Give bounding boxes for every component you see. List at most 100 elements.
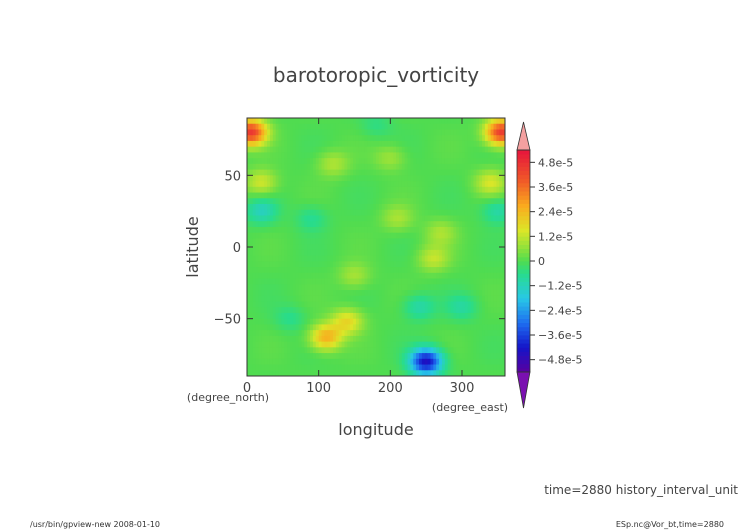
heatmap-cell xyxy=(330,358,334,366)
heatmap-cell xyxy=(255,163,259,171)
heatmap-cell xyxy=(487,364,492,371)
heatmap-cell xyxy=(261,290,265,297)
heatmap-cell xyxy=(315,209,320,216)
heatmap-cell xyxy=(447,261,452,268)
heatmap-cell xyxy=(284,209,288,216)
heatmap-cell xyxy=(335,307,340,314)
heatmap-cell xyxy=(376,290,380,297)
heatmap-cell xyxy=(324,244,328,251)
heatmap-cell xyxy=(292,358,297,366)
heatmap-cell xyxy=(484,244,489,251)
heatmap-cell xyxy=(433,215,437,222)
heatmap-cell xyxy=(444,347,449,354)
heatmap-cell xyxy=(499,123,503,130)
heatmap-cell xyxy=(464,204,469,211)
heatmap-cell xyxy=(427,118,431,125)
heatmap-cell xyxy=(441,301,446,308)
heatmap-cell xyxy=(462,198,466,205)
heatmap-cell xyxy=(361,301,366,308)
heatmap-cell xyxy=(387,249,391,257)
heatmap-cell xyxy=(353,290,357,297)
heatmap-cell xyxy=(493,312,497,320)
heatmap-cell xyxy=(459,146,463,153)
heatmap-cell xyxy=(462,261,466,268)
heatmap-cell xyxy=(267,307,271,314)
heatmap-cell xyxy=(312,238,317,245)
heatmap-cell xyxy=(384,146,388,153)
heatmap-cell xyxy=(436,353,440,360)
heatmap-cell xyxy=(267,209,271,216)
heatmap-cell xyxy=(450,255,454,262)
heatmap-cell xyxy=(401,364,406,371)
heatmap-cell xyxy=(353,198,357,205)
heatmap-cell xyxy=(479,335,483,343)
heatmap-cell xyxy=(307,272,311,280)
heatmap-cell xyxy=(384,301,388,308)
heatmap-cell xyxy=(370,330,374,337)
heatmap-cell xyxy=(499,284,503,291)
heatmap-cell xyxy=(301,364,305,371)
heatmap-cell xyxy=(464,267,469,274)
heatmap-cell xyxy=(321,261,325,268)
heatmap-cell xyxy=(295,181,300,188)
heatmap-cell xyxy=(456,226,460,234)
heatmap-cell xyxy=(381,135,386,142)
heatmap-cell xyxy=(398,370,403,376)
heatmap-cell xyxy=(444,335,449,343)
heatmap-cell xyxy=(298,146,302,153)
heatmap-cell xyxy=(327,118,331,125)
heatmap-cell xyxy=(416,272,420,280)
heatmap-cell xyxy=(479,215,483,222)
heatmap-cell xyxy=(390,249,394,257)
heatmap-cell xyxy=(487,129,492,136)
heatmap-cell xyxy=(493,347,497,354)
heatmap-cell xyxy=(410,295,414,302)
heatmap-cell xyxy=(467,284,472,291)
heatmap-cell xyxy=(450,163,454,171)
heatmap-cell xyxy=(295,261,300,268)
heatmap-cell xyxy=(252,169,257,176)
heatmap-cell xyxy=(281,226,285,234)
heatmap-cell xyxy=(464,249,469,257)
heatmap-cell xyxy=(424,347,429,354)
heatmap-cell xyxy=(341,330,345,337)
heatmap-cell xyxy=(344,181,348,188)
heatmap-cell xyxy=(398,318,403,325)
heatmap-cell xyxy=(298,140,302,148)
heatmap-cell xyxy=(456,169,460,176)
heatmap-cell xyxy=(456,358,460,366)
heatmap-cell xyxy=(407,129,411,136)
heatmap-cell xyxy=(427,226,431,234)
heatmap-cell xyxy=(335,330,340,337)
heatmap-cell xyxy=(439,209,443,216)
heatmap-cell xyxy=(376,318,380,325)
heatmap-cell xyxy=(493,169,497,176)
heatmap-cell xyxy=(292,318,297,325)
heatmap-cell xyxy=(252,324,257,331)
heatmap-cell xyxy=(410,261,414,268)
heatmap-cell xyxy=(459,186,463,194)
heatmap-cell xyxy=(436,123,440,130)
heatmap-cell xyxy=(327,135,331,142)
heatmap-cell xyxy=(278,244,282,251)
heatmap-cell xyxy=(287,186,291,194)
heatmap-cell xyxy=(482,238,486,245)
heatmap-cell xyxy=(387,335,391,343)
heatmap-cell xyxy=(447,181,452,188)
heatmap-cell xyxy=(396,330,400,337)
heatmap-cell xyxy=(447,163,452,171)
heatmap-cell xyxy=(301,135,305,142)
heatmap-cell xyxy=(476,221,480,228)
heatmap-cell xyxy=(367,272,371,280)
colorbar-segment xyxy=(517,252,530,258)
heatmap-cell xyxy=(252,261,257,268)
heatmap-cell xyxy=(364,123,368,130)
heatmap-cell xyxy=(301,186,305,194)
heatmap-cell xyxy=(453,307,457,314)
heatmap-cell xyxy=(292,204,297,211)
heatmap-cell xyxy=(398,244,403,251)
heatmap-cell xyxy=(387,232,391,239)
heatmap-cell xyxy=(353,272,357,280)
heatmap-cell xyxy=(376,146,380,153)
heatmap-cell xyxy=(269,261,274,268)
